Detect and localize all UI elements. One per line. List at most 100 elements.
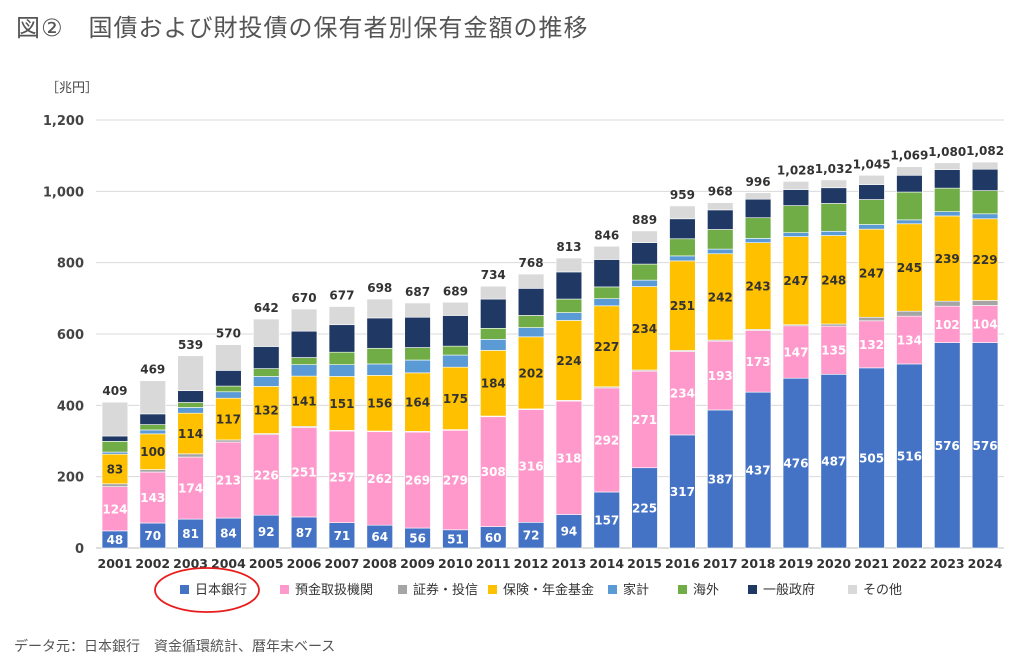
data-label: 173 <box>746 355 771 369</box>
legend-label: 預金取扱機関 <box>295 582 373 598</box>
bar-segment <box>631 279 658 287</box>
bar-segment <box>782 236 810 326</box>
bar-segment <box>366 375 393 432</box>
legend-label: その他 <box>863 583 902 598</box>
total-label: 768 <box>519 256 544 270</box>
x-tick-label: 2011 <box>476 556 511 571</box>
bar-segment <box>442 429 469 531</box>
bar-segment <box>669 351 696 436</box>
highlight-circle <box>154 567 260 613</box>
x-tick-label: 2010 <box>438 556 473 571</box>
data-label: 81 <box>182 527 199 541</box>
data-label: 279 <box>443 474 468 488</box>
bar-segment <box>631 230 658 243</box>
data-label: 225 <box>632 501 657 515</box>
bar-segment <box>820 325 847 375</box>
x-tick-label: 2024 <box>968 556 1003 571</box>
data-label: 156 <box>367 397 392 411</box>
bar-segment <box>290 364 318 377</box>
x-tick-label: 2002 <box>135 556 170 571</box>
bar-segment <box>517 288 545 316</box>
legend-swatch <box>608 585 617 594</box>
data-label: 70 <box>144 529 161 543</box>
data-label: 224 <box>556 354 581 368</box>
bar-segment <box>328 376 356 431</box>
data-label: 87 <box>296 526 313 540</box>
bar-segment <box>101 483 129 487</box>
bar-segment <box>215 397 242 441</box>
bar-segment <box>555 257 583 273</box>
bar-segment <box>290 330 318 358</box>
bar-segment <box>139 522 166 549</box>
bar-segment <box>253 376 280 387</box>
bar-segment <box>971 168 999 191</box>
bar-segment <box>934 187 961 212</box>
bar-segment <box>593 259 620 288</box>
total-label: 734 <box>481 268 506 282</box>
bar-segment <box>669 255 696 262</box>
bar-segment <box>139 413 166 425</box>
y-axis: 0 200 400 600 800 1,000 1,200 <box>43 114 84 557</box>
bar-segment <box>101 451 129 455</box>
bar-segment <box>328 306 356 326</box>
data-label: 487 <box>821 455 846 469</box>
bar-segment <box>896 219 923 225</box>
bar-segment <box>442 345 469 356</box>
total-labels: 409 469 539 570 642 670 677 698 687 689 734 768 813 8… <box>102 144 1004 398</box>
data-label: 245 <box>897 261 922 275</box>
bar-segment <box>820 187 847 204</box>
bar-segment <box>177 402 204 408</box>
bar-segment <box>971 161 999 170</box>
data-label: 251 <box>292 466 317 480</box>
data-label: 476 <box>783 457 808 471</box>
bar-segment <box>820 323 847 327</box>
bar-segment <box>253 434 280 516</box>
bar-segment <box>858 228 885 318</box>
bar-segment <box>101 441 129 453</box>
data-label: 213 <box>216 474 241 488</box>
data-label: 242 <box>708 290 733 304</box>
source-note: データ元：日本銀行 資金循環統計、暦年末ベース <box>14 639 336 655</box>
bar-segment <box>215 441 242 519</box>
y-tick-label: 600 <box>57 328 84 343</box>
bar-segment <box>858 367 885 549</box>
bar-segment <box>707 229 734 250</box>
stacked-bar-chart: 48 124 83 70 143 100 81 174 114 84 213 117 92 226 132 8… <box>43 81 1004 613</box>
bar-segment <box>707 253 734 341</box>
bar-segment <box>253 318 280 347</box>
data-label: 157 <box>594 514 619 528</box>
y-tick-label: 1,000 <box>43 185 84 200</box>
total-label: 813 <box>556 240 581 254</box>
x-tick-label: 2016 <box>665 556 700 571</box>
bar-segment <box>366 347 393 365</box>
bar-segment <box>139 433 166 470</box>
y-unit-label: ［兆円］ <box>46 81 98 96</box>
x-tick-label: 2009 <box>400 556 435 571</box>
x-tick-label: 2012 <box>514 556 549 571</box>
bar-segment <box>971 342 999 549</box>
bar-segment <box>177 456 204 520</box>
data-label: 147 <box>783 346 808 360</box>
total-label: 1,045 <box>853 157 891 171</box>
bar-segment <box>934 162 961 170</box>
bar-segment <box>593 305 620 388</box>
legend-label: 日本銀行 <box>195 583 247 598</box>
data-label: 576 <box>935 439 960 453</box>
total-label: 677 <box>329 289 354 303</box>
bar-segment <box>707 209 734 230</box>
bar-segment <box>442 354 469 368</box>
data-label: 92 <box>258 525 275 539</box>
bar-segment <box>290 308 318 332</box>
x-tick-label: 2020 <box>816 556 851 571</box>
x-tick-label: 2014 <box>589 556 624 571</box>
bar-segment <box>744 217 772 239</box>
bar-segment <box>971 218 999 301</box>
legend-swatch <box>488 585 497 594</box>
x-tick-label: 2022 <box>892 556 927 571</box>
total-label: 670 <box>292 291 317 305</box>
legend: 日本銀行 預金取扱機関 証券・投信 保険・年金基金 家計 海外 一般政府 その他 <box>154 567 902 613</box>
total-label: 570 <box>216 327 241 341</box>
legend-swatch <box>180 585 189 594</box>
bar-stacks <box>101 161 999 549</box>
x-tick-label: 2021 <box>854 556 889 571</box>
